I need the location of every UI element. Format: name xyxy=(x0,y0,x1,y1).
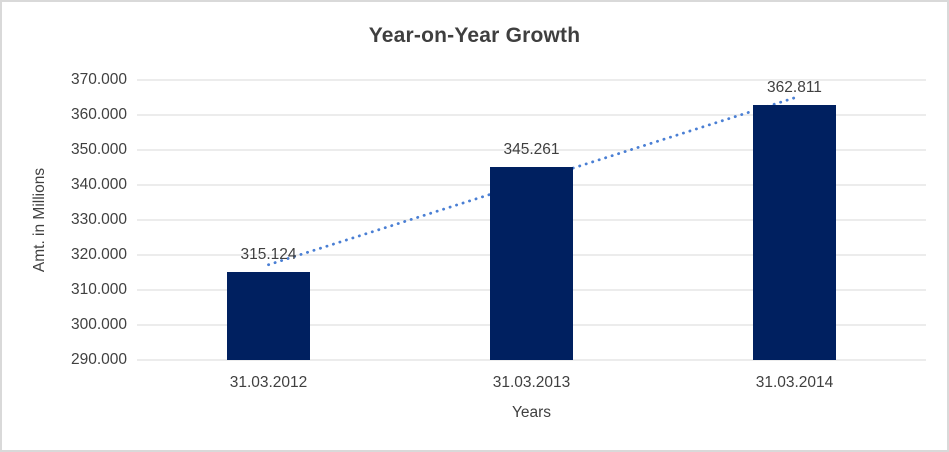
bar-31.03.2013 xyxy=(490,166,573,360)
y-tick-label: 310.000 xyxy=(70,281,127,298)
x-axis-title: Years xyxy=(511,404,552,421)
y-tick-label: 330.000 xyxy=(70,211,127,228)
y-tick-label: 300.000 xyxy=(70,316,127,333)
x-tick-label: 31.03.2013 xyxy=(492,374,571,391)
y-tick-label: 350.000 xyxy=(70,141,127,158)
y-tick-label: 290.000 xyxy=(70,351,127,368)
y-tick-label: 320.000 xyxy=(70,246,127,263)
x-tick-label: 31.03.2014 xyxy=(755,374,834,391)
x-tick-label: 31.03.2012 xyxy=(229,374,308,391)
y-tick-label: 340.000 xyxy=(70,176,127,193)
bar-31.03.2014 xyxy=(753,105,836,360)
bar-value-label: 345.261 xyxy=(503,140,560,158)
bar-31.03.2012 xyxy=(227,272,310,360)
y-tick-label: 370.000 xyxy=(70,71,127,88)
bar-value-label: 362.811 xyxy=(767,79,822,97)
chart-title: Year-on-Year Growth xyxy=(368,24,581,47)
y-tick-label: 360.000 xyxy=(70,106,127,123)
bar-value-label: 315.124 xyxy=(240,246,297,264)
